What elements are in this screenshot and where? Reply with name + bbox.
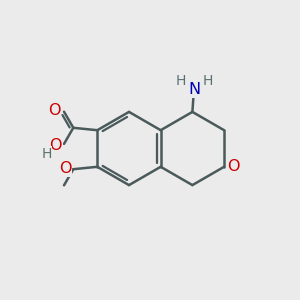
Text: O: O	[50, 138, 62, 153]
Text: H: H	[176, 74, 187, 88]
Text: H: H	[41, 146, 52, 161]
Text: O: O	[48, 103, 61, 118]
Text: O: O	[227, 159, 239, 174]
Text: N: N	[188, 82, 201, 97]
Text: H: H	[202, 74, 213, 88]
Text: O: O	[59, 161, 71, 176]
